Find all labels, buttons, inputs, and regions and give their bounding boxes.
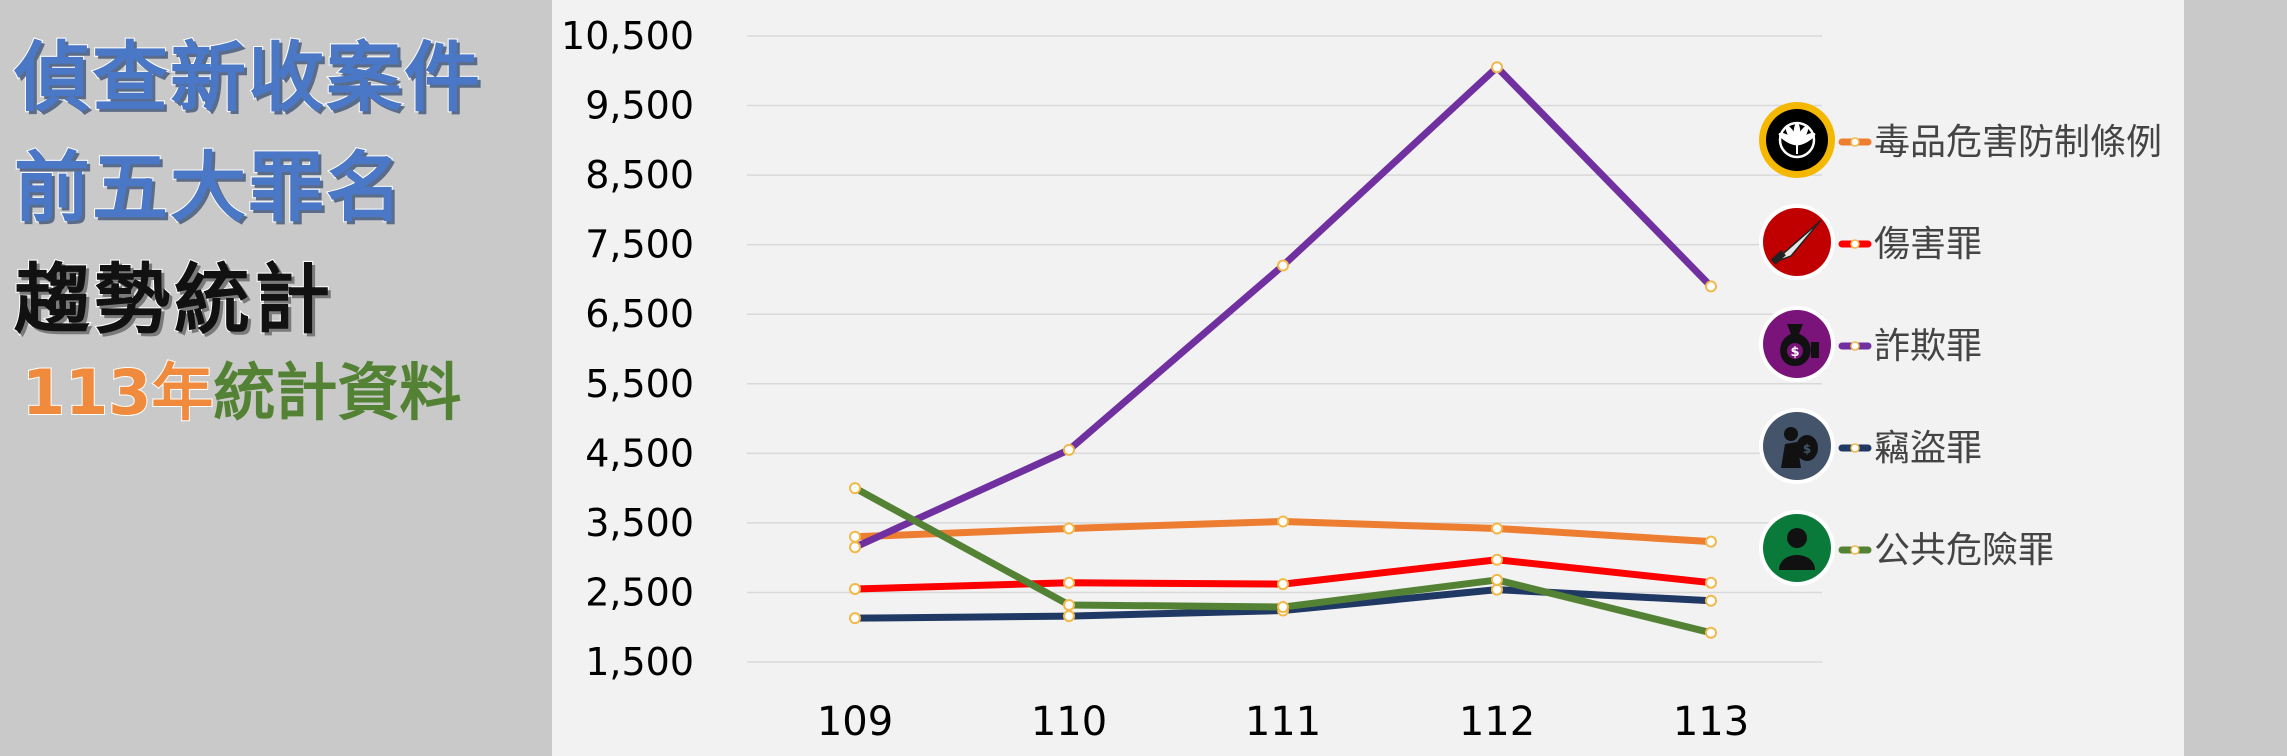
data-point (1491, 61, 1503, 74)
thief-icon: $ (1759, 408, 1835, 484)
y-tick-label: 5,500 (585, 362, 694, 406)
data-point (1491, 522, 1503, 535)
subtitle-rest: 統計資料 (213, 356, 462, 429)
cannabis-leaf-icon (1759, 102, 1835, 178)
legend-item: $ 竊盜罪 (1759, 408, 1982, 484)
legend-item: $ 詐欺罪 (1759, 306, 1982, 382)
data-point (1705, 280, 1717, 293)
line-chart: 1,500 2,500 3,500 4,500 5,500 6,500 7,500 8,500… (561, 14, 2162, 745)
x-tick-label: 109 (817, 699, 893, 745)
data-point (849, 530, 861, 543)
data-point (1277, 515, 1289, 528)
series-lines (849, 61, 1717, 639)
title-line-1: 偵查新收案件 (13, 33, 482, 122)
title-line-3: 趨勢統計 (13, 255, 334, 344)
x-tick-label: 113 (1673, 699, 1749, 745)
data-point (1063, 598, 1075, 611)
svg-text:$: $ (1790, 345, 1799, 360)
data-point (1705, 594, 1717, 607)
y-tick-label: 2,500 (585, 570, 694, 614)
legend-label: 傷害罪 (1874, 224, 1982, 265)
data-point (1491, 583, 1503, 596)
y-tick-label: 3,500 (585, 501, 694, 545)
legend-label: 毒品危害防制條例 (1874, 122, 2162, 163)
data-point (849, 612, 861, 625)
series-5 (849, 482, 1717, 639)
legend-item: 公共危險罪 (1759, 510, 2054, 586)
data-point (1705, 535, 1717, 548)
y-tick-label: 8,500 (585, 153, 694, 197)
series-1 (849, 515, 1717, 548)
title-line-2: 前五大罪名 (13, 143, 404, 232)
data-point (1277, 578, 1289, 591)
chart-panel: 1,500 2,500 3,500 4,500 5,500 6,500 7,500 8,500… (552, 0, 2184, 756)
y-tick-label: 6,500 (585, 292, 694, 336)
y-tick-label: 10,500 (561, 14, 694, 58)
data-point (1705, 626, 1717, 639)
legend-item: 毒品危害防制條例 (1759, 102, 2162, 178)
svg-text:$: $ (1803, 442, 1811, 456)
x-tick-label: 110 (1031, 699, 1107, 745)
subtitle-year: 113年 (21, 356, 214, 429)
money-bag-icon: $ (1759, 306, 1835, 382)
legend-marker (1850, 341, 1860, 351)
series-line (851, 63, 1715, 551)
data-point (1063, 443, 1075, 456)
data-point (849, 482, 861, 495)
legend-marker (1850, 443, 1860, 453)
data-point (1063, 522, 1075, 535)
legend-label: 詐欺罪 (1874, 326, 1982, 367)
legend-marker (1850, 239, 1860, 249)
grid-lines (747, 35, 1822, 663)
x-tick-label: 111 (1245, 699, 1321, 745)
legend-label: 竊盜罪 (1874, 428, 1982, 469)
data-point (1063, 610, 1075, 623)
data-point (1277, 259, 1289, 272)
data-point (1277, 601, 1289, 614)
series-2 (849, 553, 1717, 595)
legend-label: 公共危險罪 (1874, 530, 2054, 571)
data-point (849, 582, 861, 595)
legend-item: 傷害罪 (1759, 204, 1982, 280)
series-3 (849, 61, 1717, 554)
y-axis: 1,500 2,500 3,500 4,500 5,500 6,500 7,500 8,500… (561, 14, 694, 684)
data-point (1491, 553, 1503, 566)
data-point (1063, 576, 1075, 589)
data-point (1491, 573, 1503, 586)
legend-marker (1850, 137, 1860, 147)
title-panel: 偵查新收案件 前五大罪名 趨勢統計 113年統計資料 (0, 0, 550, 756)
y-tick-label: 1,500 (585, 640, 694, 684)
y-tick-label: 9,500 (585, 84, 694, 128)
x-tick-label: 112 (1459, 699, 1535, 745)
subtitle: 113年統計資料 (21, 361, 461, 425)
person-icon (1759, 510, 1835, 586)
legend-marker (1850, 545, 1860, 555)
knife-icon (1759, 204, 1835, 280)
y-tick-label: 4,500 (585, 431, 694, 475)
data-point (849, 541, 861, 554)
y-tick-label: 7,500 (585, 223, 694, 267)
x-axis: 109 110 111 112 113 (817, 699, 1749, 745)
data-point (1705, 576, 1717, 589)
